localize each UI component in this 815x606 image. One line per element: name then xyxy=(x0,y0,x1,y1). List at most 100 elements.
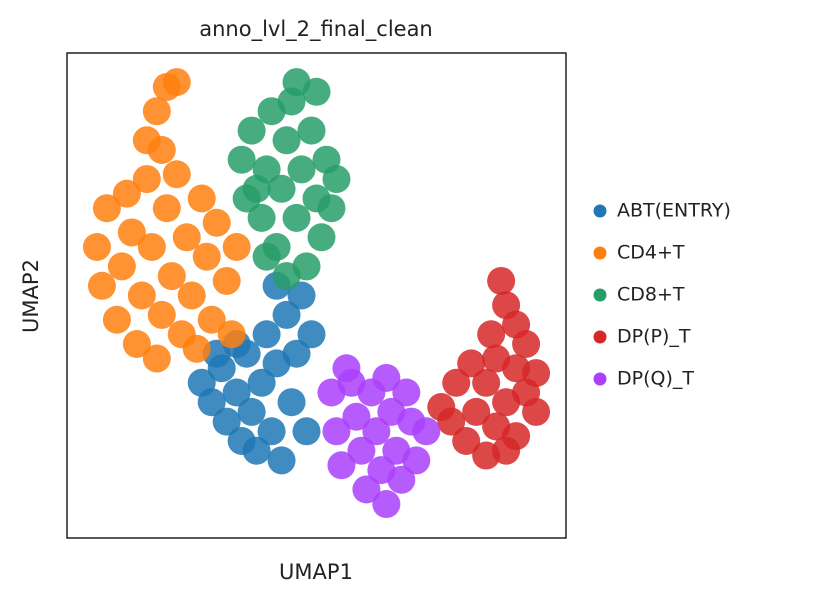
y-axis-label: UMAP2 xyxy=(19,259,43,333)
point xyxy=(402,446,431,475)
point xyxy=(392,378,421,407)
point xyxy=(342,402,371,431)
point xyxy=(362,417,391,446)
legend-label: ABT(ENTRY) xyxy=(617,200,731,222)
point xyxy=(267,174,296,203)
point xyxy=(347,436,376,465)
point xyxy=(197,388,226,417)
point xyxy=(487,266,516,295)
point xyxy=(457,349,486,378)
point xyxy=(477,320,506,349)
point xyxy=(142,97,171,126)
point xyxy=(427,393,456,422)
legend-marker xyxy=(593,330,607,344)
point xyxy=(292,417,321,446)
point xyxy=(132,165,161,194)
point xyxy=(272,300,301,329)
point xyxy=(272,126,301,155)
point xyxy=(222,378,251,407)
point xyxy=(267,446,296,475)
point xyxy=(147,136,176,164)
point xyxy=(307,223,336,252)
point xyxy=(387,465,416,494)
point xyxy=(142,344,171,373)
chart-title: anno_lvl_2_final_clean xyxy=(199,17,433,42)
x-axis-label: UMAP1 xyxy=(279,560,353,584)
point xyxy=(322,165,351,194)
point xyxy=(137,233,166,261)
point xyxy=(107,252,136,281)
point xyxy=(282,339,311,368)
point xyxy=(287,155,316,184)
point xyxy=(522,397,551,426)
point xyxy=(272,262,301,291)
point xyxy=(157,262,186,291)
point xyxy=(102,305,131,334)
point xyxy=(452,427,481,455)
point xyxy=(492,388,521,417)
point xyxy=(237,397,266,426)
point xyxy=(187,184,216,213)
point xyxy=(112,179,141,208)
point xyxy=(117,218,146,247)
point xyxy=(122,330,151,358)
point xyxy=(127,281,156,310)
point xyxy=(492,436,521,465)
point xyxy=(372,490,401,519)
legend-marker xyxy=(593,204,607,218)
point xyxy=(252,242,281,271)
point xyxy=(252,320,281,349)
point xyxy=(162,68,191,97)
legend-label: CD8+T xyxy=(617,284,685,306)
plot-points xyxy=(82,68,551,519)
point xyxy=(277,388,306,417)
point xyxy=(297,116,326,145)
point xyxy=(197,305,226,334)
point xyxy=(282,203,311,232)
point xyxy=(332,354,361,383)
point xyxy=(202,208,231,237)
legend-label: DP(Q)_T xyxy=(617,368,694,390)
legend: ABT(ENTRY) CD4+T CD8+T DP(P)_T DP(Q)_T xyxy=(593,200,731,390)
point xyxy=(512,330,541,358)
point xyxy=(442,368,471,397)
point xyxy=(412,417,441,446)
point xyxy=(297,320,326,349)
point xyxy=(242,174,271,203)
legend-marker xyxy=(593,372,607,386)
point xyxy=(247,203,276,232)
legend-marker xyxy=(593,288,607,302)
point xyxy=(87,271,116,300)
point xyxy=(352,475,381,504)
point xyxy=(212,407,241,436)
point xyxy=(182,334,211,363)
point xyxy=(242,436,271,465)
point xyxy=(217,320,246,349)
point xyxy=(327,451,356,480)
plot-frame xyxy=(66,52,567,539)
point xyxy=(237,116,266,145)
legend-label: DP(P)_T xyxy=(617,326,691,348)
point xyxy=(322,417,351,446)
point xyxy=(162,160,191,189)
point xyxy=(222,233,251,261)
point xyxy=(82,233,111,261)
point xyxy=(227,145,256,174)
point xyxy=(212,266,241,295)
legend-label: CD4+T xyxy=(617,242,685,264)
point xyxy=(172,223,201,252)
point xyxy=(287,281,316,310)
point xyxy=(462,397,491,426)
point xyxy=(472,368,501,397)
point xyxy=(372,363,401,392)
point xyxy=(257,417,286,446)
point xyxy=(177,281,206,310)
legend-marker xyxy=(593,246,607,260)
point xyxy=(282,68,311,97)
point xyxy=(247,368,276,397)
point xyxy=(152,194,181,223)
point xyxy=(147,300,176,329)
point xyxy=(317,194,346,223)
point xyxy=(92,194,121,223)
